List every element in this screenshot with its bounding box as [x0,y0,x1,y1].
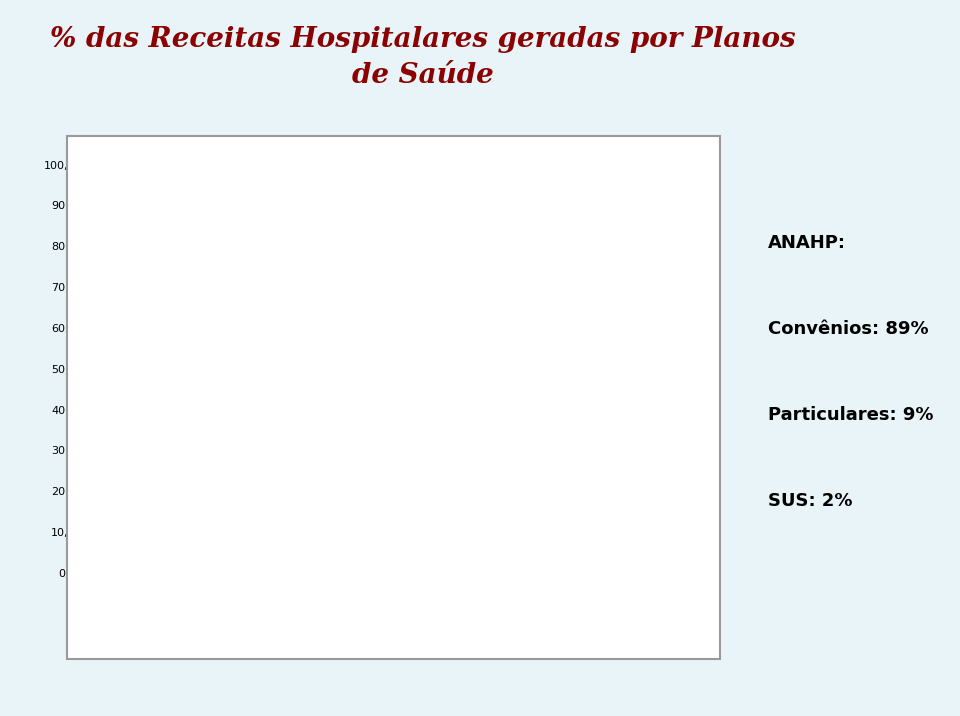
Legend: % Atendimento, % Faturamento: % Atendimento, % Faturamento [547,344,674,378]
Text: 27,0%: 27,0% [276,448,313,458]
Text: 90,0%: 90,0% [627,190,662,200]
Bar [359,471,394,573]
Text: 3,5%: 3,5% [129,543,157,553]
Bar [125,558,160,573]
Bar [276,463,312,573]
Bar [242,495,276,573]
Bar [394,320,428,573]
Text: 19,0%: 19,0% [241,480,277,490]
Text: ANAHP:: ANAHP: [768,234,846,253]
Text: 25,0%: 25,0% [358,456,395,466]
Bar [627,205,662,573]
Text: 22,0%: 22,0% [159,468,196,478]
Text: % das Receitas Hospitalares geradas por Planos: % das Receitas Hospitalares geradas por … [50,26,795,53]
Text: Particulares: 9%: Particulares: 9% [768,406,933,425]
Bar [160,483,195,573]
Bar [511,238,545,573]
Text: de Saúde: de Saúde [351,62,493,89]
Text: 82,0%: 82,0% [510,223,546,233]
Text: Convênios: 89%: Convênios: 89% [768,320,928,339]
Text: SUS: 2%: SUS: 2% [768,492,852,511]
Text: 62,0%: 62,0% [393,305,429,315]
